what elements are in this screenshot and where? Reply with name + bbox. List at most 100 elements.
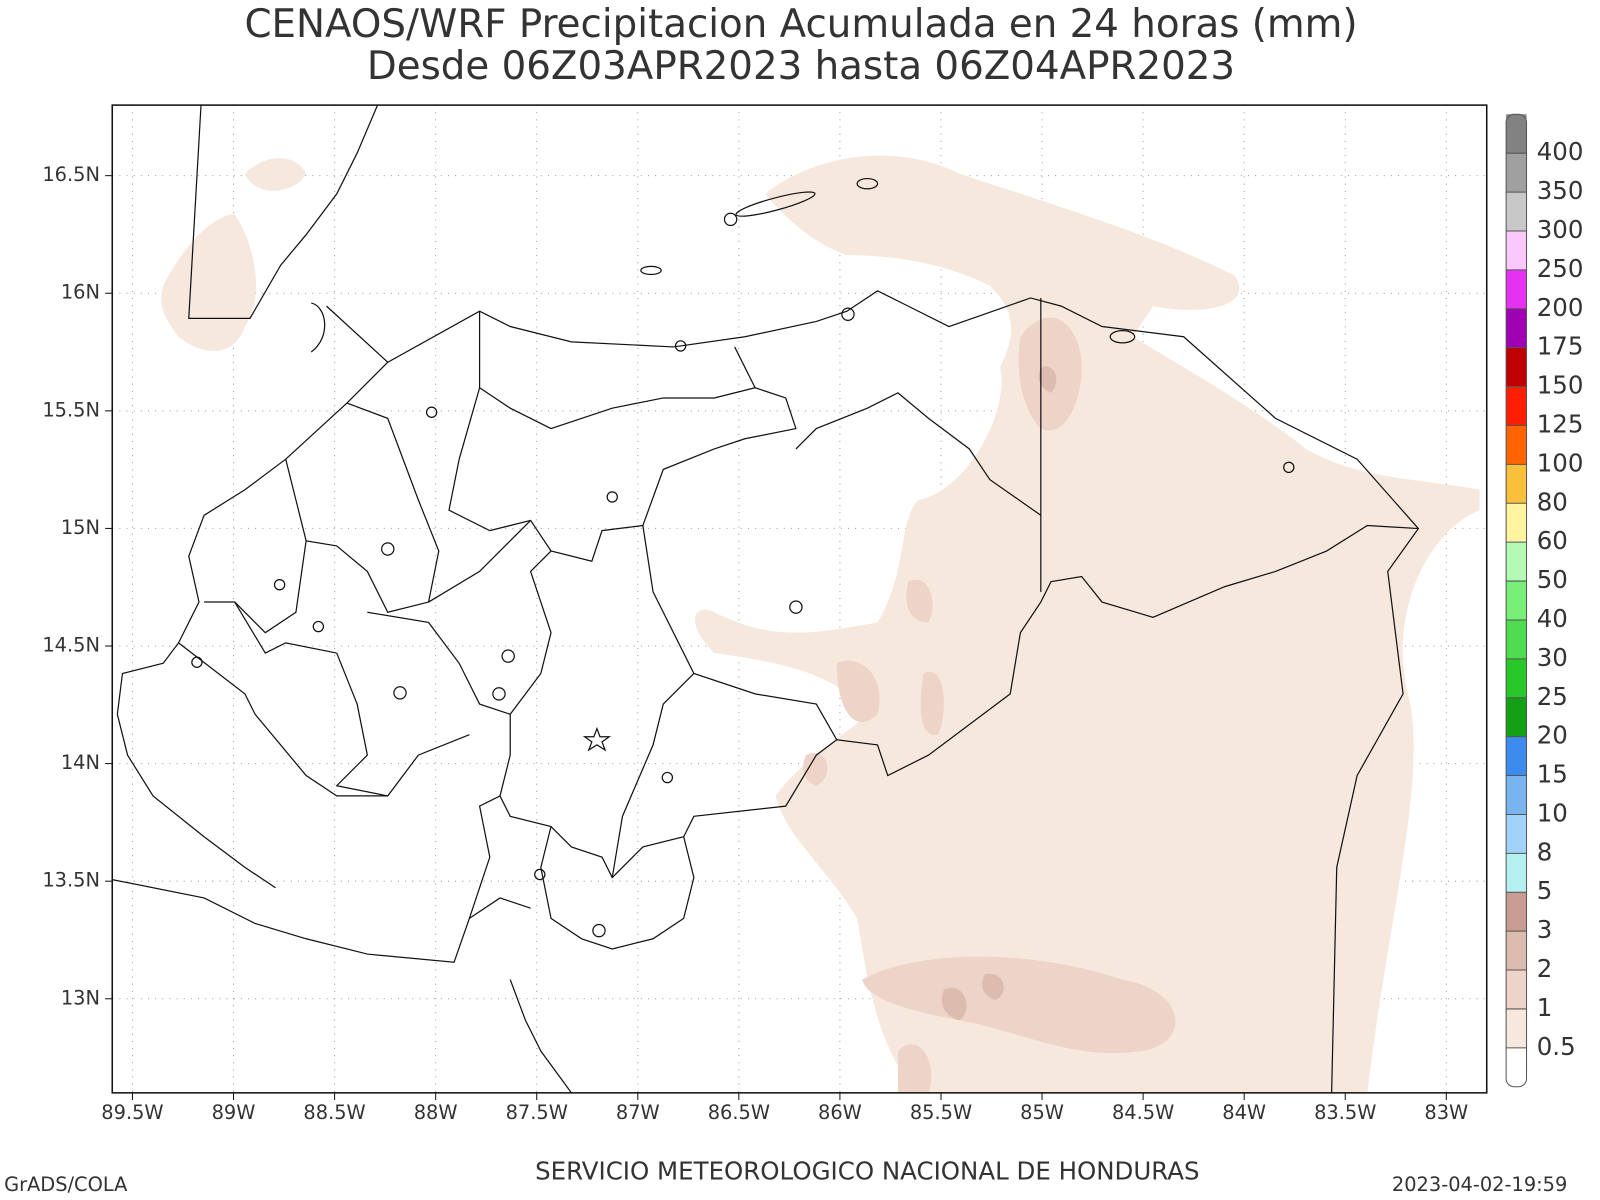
colorbar-label: 0.5 (1537, 1032, 1576, 1061)
colorbar-band (1506, 542, 1527, 582)
x-tick-label: 84W (1222, 1101, 1266, 1124)
island (735, 191, 816, 217)
colorbar-band (1506, 581, 1527, 620)
colorbar-label: 150 (1537, 371, 1584, 400)
footer-left: GrADS/COLA (4, 1173, 128, 1196)
y-tick-label: 14.5N (42, 634, 100, 657)
y-tick-label: 13.5N (42, 869, 100, 892)
colorbar-band (1506, 619, 1527, 659)
colorbar-band (1506, 503, 1527, 543)
y-tick-label: 13N (61, 986, 100, 1009)
x-tick-label: 86.5W (708, 1101, 770, 1124)
colorbar-label: 20 (1537, 721, 1568, 750)
colorbar-band (1506, 775, 1527, 815)
precip-area (920, 671, 944, 736)
precip-field (161, 155, 1480, 1093)
colorbar-band (1506, 269, 1527, 309)
island (856, 177, 879, 190)
city-markers (191, 212, 1295, 938)
x-tick-label: 87W (616, 1101, 660, 1124)
colorbar-label: 8 (1537, 837, 1553, 866)
precip-area (982, 973, 1004, 1000)
title: CENAOS/WRF Precipitacion Acumulada en 24… (244, 2, 1357, 47)
x-tick-label: 89W (212, 1101, 256, 1124)
colorbar-frame (1505, 113, 1528, 1088)
colorbar-label: 60 (1537, 526, 1568, 555)
colorbar-label: 5 (1537, 876, 1553, 905)
colorbar-band (1506, 464, 1527, 504)
axis-ticks: 89.5W 89W 88.5W 88W 87.5W 87W 86.5W 86W 85.5W 85W… (42, 163, 1468, 1124)
colorbar-band (1506, 970, 1527, 1009)
map-frame (111, 104, 1488, 1094)
colorbar-label: 175 (1537, 332, 1584, 361)
department-line (448, 311, 797, 562)
colorbar: 0.5 1 2 3 5 8 10 15 20 25 30 40 50 60 80 100 125 150 175 20… (1505, 113, 1584, 1088)
footer-right: 2023-04-02-19:59 (1392, 1173, 1567, 1196)
y-tick-label: 14N (61, 751, 100, 774)
colorbar-label: 10 (1537, 798, 1568, 827)
colorbar-band (1506, 931, 1527, 971)
colorbar-label: 15 (1537, 760, 1568, 789)
x-tick-label: 84.5W (1112, 1101, 1174, 1124)
colorbar-label: 50 (1537, 565, 1568, 594)
precip-area (161, 214, 257, 351)
precip-area (695, 155, 1480, 1093)
y-tick-label: 15.5N (42, 398, 100, 421)
colorbar-band (1506, 853, 1527, 893)
precip-area (862, 956, 1176, 1054)
colorbar-band (1506, 347, 1527, 387)
boundaries (112, 105, 1420, 1093)
precip-area (897, 1044, 932, 1093)
x-tick-label: 83.5W (1314, 1101, 1376, 1124)
y-tick-label: 15N (61, 516, 100, 539)
x-tick-label: 88.5W (303, 1101, 365, 1124)
colorbar-label: 2 (1537, 954, 1553, 983)
x-tick-label: 85W (1020, 1101, 1064, 1124)
precip-area (906, 579, 933, 623)
colorbar-label: 250 (1537, 254, 1584, 283)
department-line (178, 601, 695, 950)
colorbar-label: 25 (1537, 682, 1568, 711)
colorbar-band (1506, 1008, 1527, 1048)
precip-area (244, 158, 307, 191)
precip-area (1038, 366, 1057, 393)
footer-center: SERVICIO METEOROLOGICO NACIONAL DE HONDU… (535, 1156, 1199, 1185)
coastline (188, 105, 379, 319)
colorbar-band (1506, 814, 1527, 854)
colorbar-band (1506, 308, 1527, 348)
border (116, 361, 389, 889)
border (795, 297, 1042, 592)
island (1109, 330, 1136, 344)
border (468, 524, 1419, 919)
y-tick-label: 16.5N (42, 163, 100, 186)
island (640, 265, 662, 276)
colorbar-band (1506, 892, 1527, 932)
colorbar-band (1506, 697, 1527, 737)
y-tick-label: 16N (61, 281, 100, 304)
colorbar-label: 350 (1537, 176, 1584, 205)
precip-area (836, 660, 880, 723)
colorbar-band (1506, 230, 1527, 270)
colorbar-label: 1 (1537, 993, 1553, 1022)
colorbar-label: 300 (1537, 215, 1584, 244)
colorbar-band (1506, 386, 1527, 426)
colorbar-band (1506, 658, 1527, 698)
department-line (204, 402, 532, 634)
colorbar-band (1506, 192, 1527, 231)
coastline (112, 878, 572, 1093)
precip-area (803, 753, 828, 786)
x-tick-label: 86W (818, 1101, 862, 1124)
colorbar-label: 40 (1537, 604, 1568, 633)
colorbar-label: 30 (1537, 643, 1568, 672)
colorbar-label: 80 (1537, 487, 1568, 516)
department-line (335, 525, 838, 878)
x-tick-label: 85.5W (910, 1101, 972, 1124)
precip-area (941, 987, 967, 1021)
colorbar-band (1506, 153, 1527, 193)
x-tick-label: 87.5W (506, 1101, 568, 1124)
colorbar-label: 100 (1537, 448, 1584, 477)
colorbar-band (1506, 114, 1527, 154)
colorbar-label: 200 (1537, 293, 1584, 322)
